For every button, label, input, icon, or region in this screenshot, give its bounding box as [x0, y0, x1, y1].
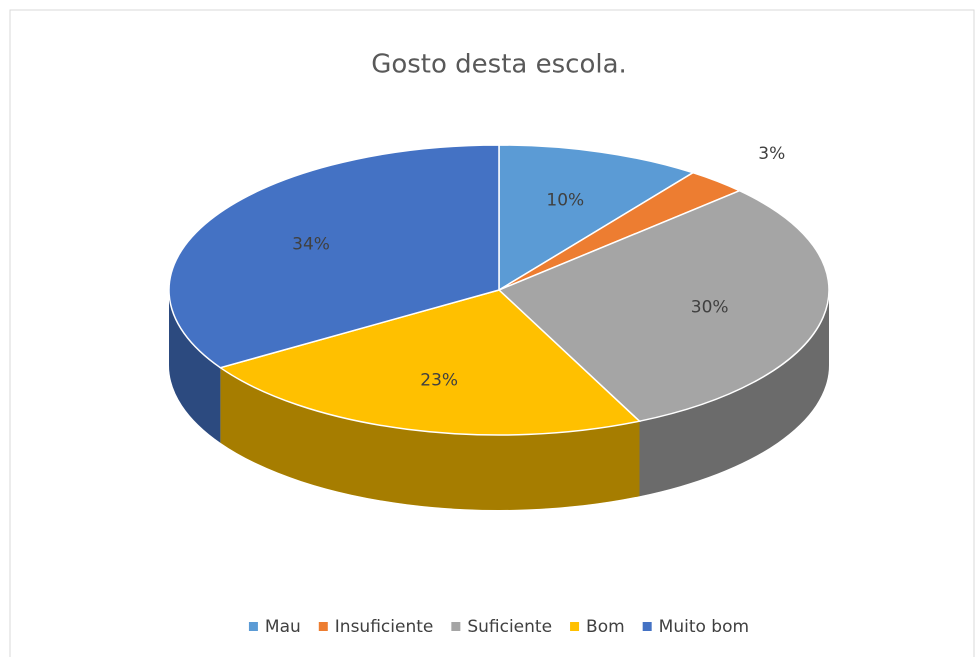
legend-label: Mau: [265, 617, 301, 637]
slice-side: [639, 290, 829, 497]
data-label: 23%: [420, 371, 458, 391]
legend-swatch: [451, 622, 461, 631]
legend-swatch: [248, 622, 258, 631]
chart-title: Gosto desta escola.: [371, 50, 627, 80]
slice-side-shade: [639, 290, 829, 497]
legend: Mau Insuficiente Suficiente Bom Muito bom: [248, 617, 749, 637]
data-label: 3%: [758, 144, 785, 164]
legend-label: Insuficiente: [335, 617, 434, 637]
legend-label: Bom: [586, 617, 625, 637]
legend-label: Muito bom: [659, 617, 749, 637]
data-label: 10%: [546, 190, 584, 210]
slice-side-shade: [169, 290, 221, 443]
slice-side: [169, 290, 221, 443]
slice-side: [220, 367, 640, 510]
slice: [218, 289, 642, 436]
legend-swatch: [318, 622, 328, 631]
slice: [497, 189, 830, 423]
slice: [498, 144, 695, 292]
data-label: 34%: [292, 235, 330, 255]
slice-side-shade: [220, 367, 640, 510]
slice: [168, 144, 500, 369]
legend-swatch: [642, 622, 652, 631]
legend-swatch: [570, 622, 580, 631]
legend-label: Suficiente: [467, 617, 552, 637]
data-label: 30%: [691, 298, 729, 318]
